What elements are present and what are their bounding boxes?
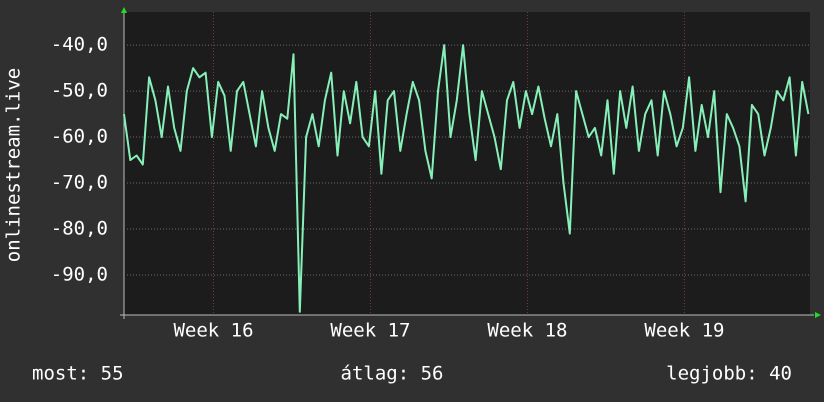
y-tick-label: -80,0 [51,218,108,240]
y-tick-label: -70,0 [51,172,108,194]
plot-area [124,12,810,315]
axis-arrow [121,7,127,13]
x-tick-label: Week 16 [173,320,253,342]
y-tick-label: -60,0 [51,126,108,148]
y-tick-label: -90,0 [51,263,108,285]
y-tick-label: -40,0 [51,34,108,56]
footer-current: most: 55 [32,363,124,385]
x-tick-label: Week 17 [330,320,410,342]
y-tick-label: -50,0 [51,80,108,102]
data-line [123,44,810,313]
footer-best: legjobb: 40 [666,363,792,385]
x-tick-label: Week 19 [644,320,724,342]
footer-average: átlag: 56 [341,363,444,385]
axis-arrow [815,312,821,318]
x-tick-label: Week 18 [487,320,567,342]
y-axis-label: onlinestream.live [3,68,25,262]
